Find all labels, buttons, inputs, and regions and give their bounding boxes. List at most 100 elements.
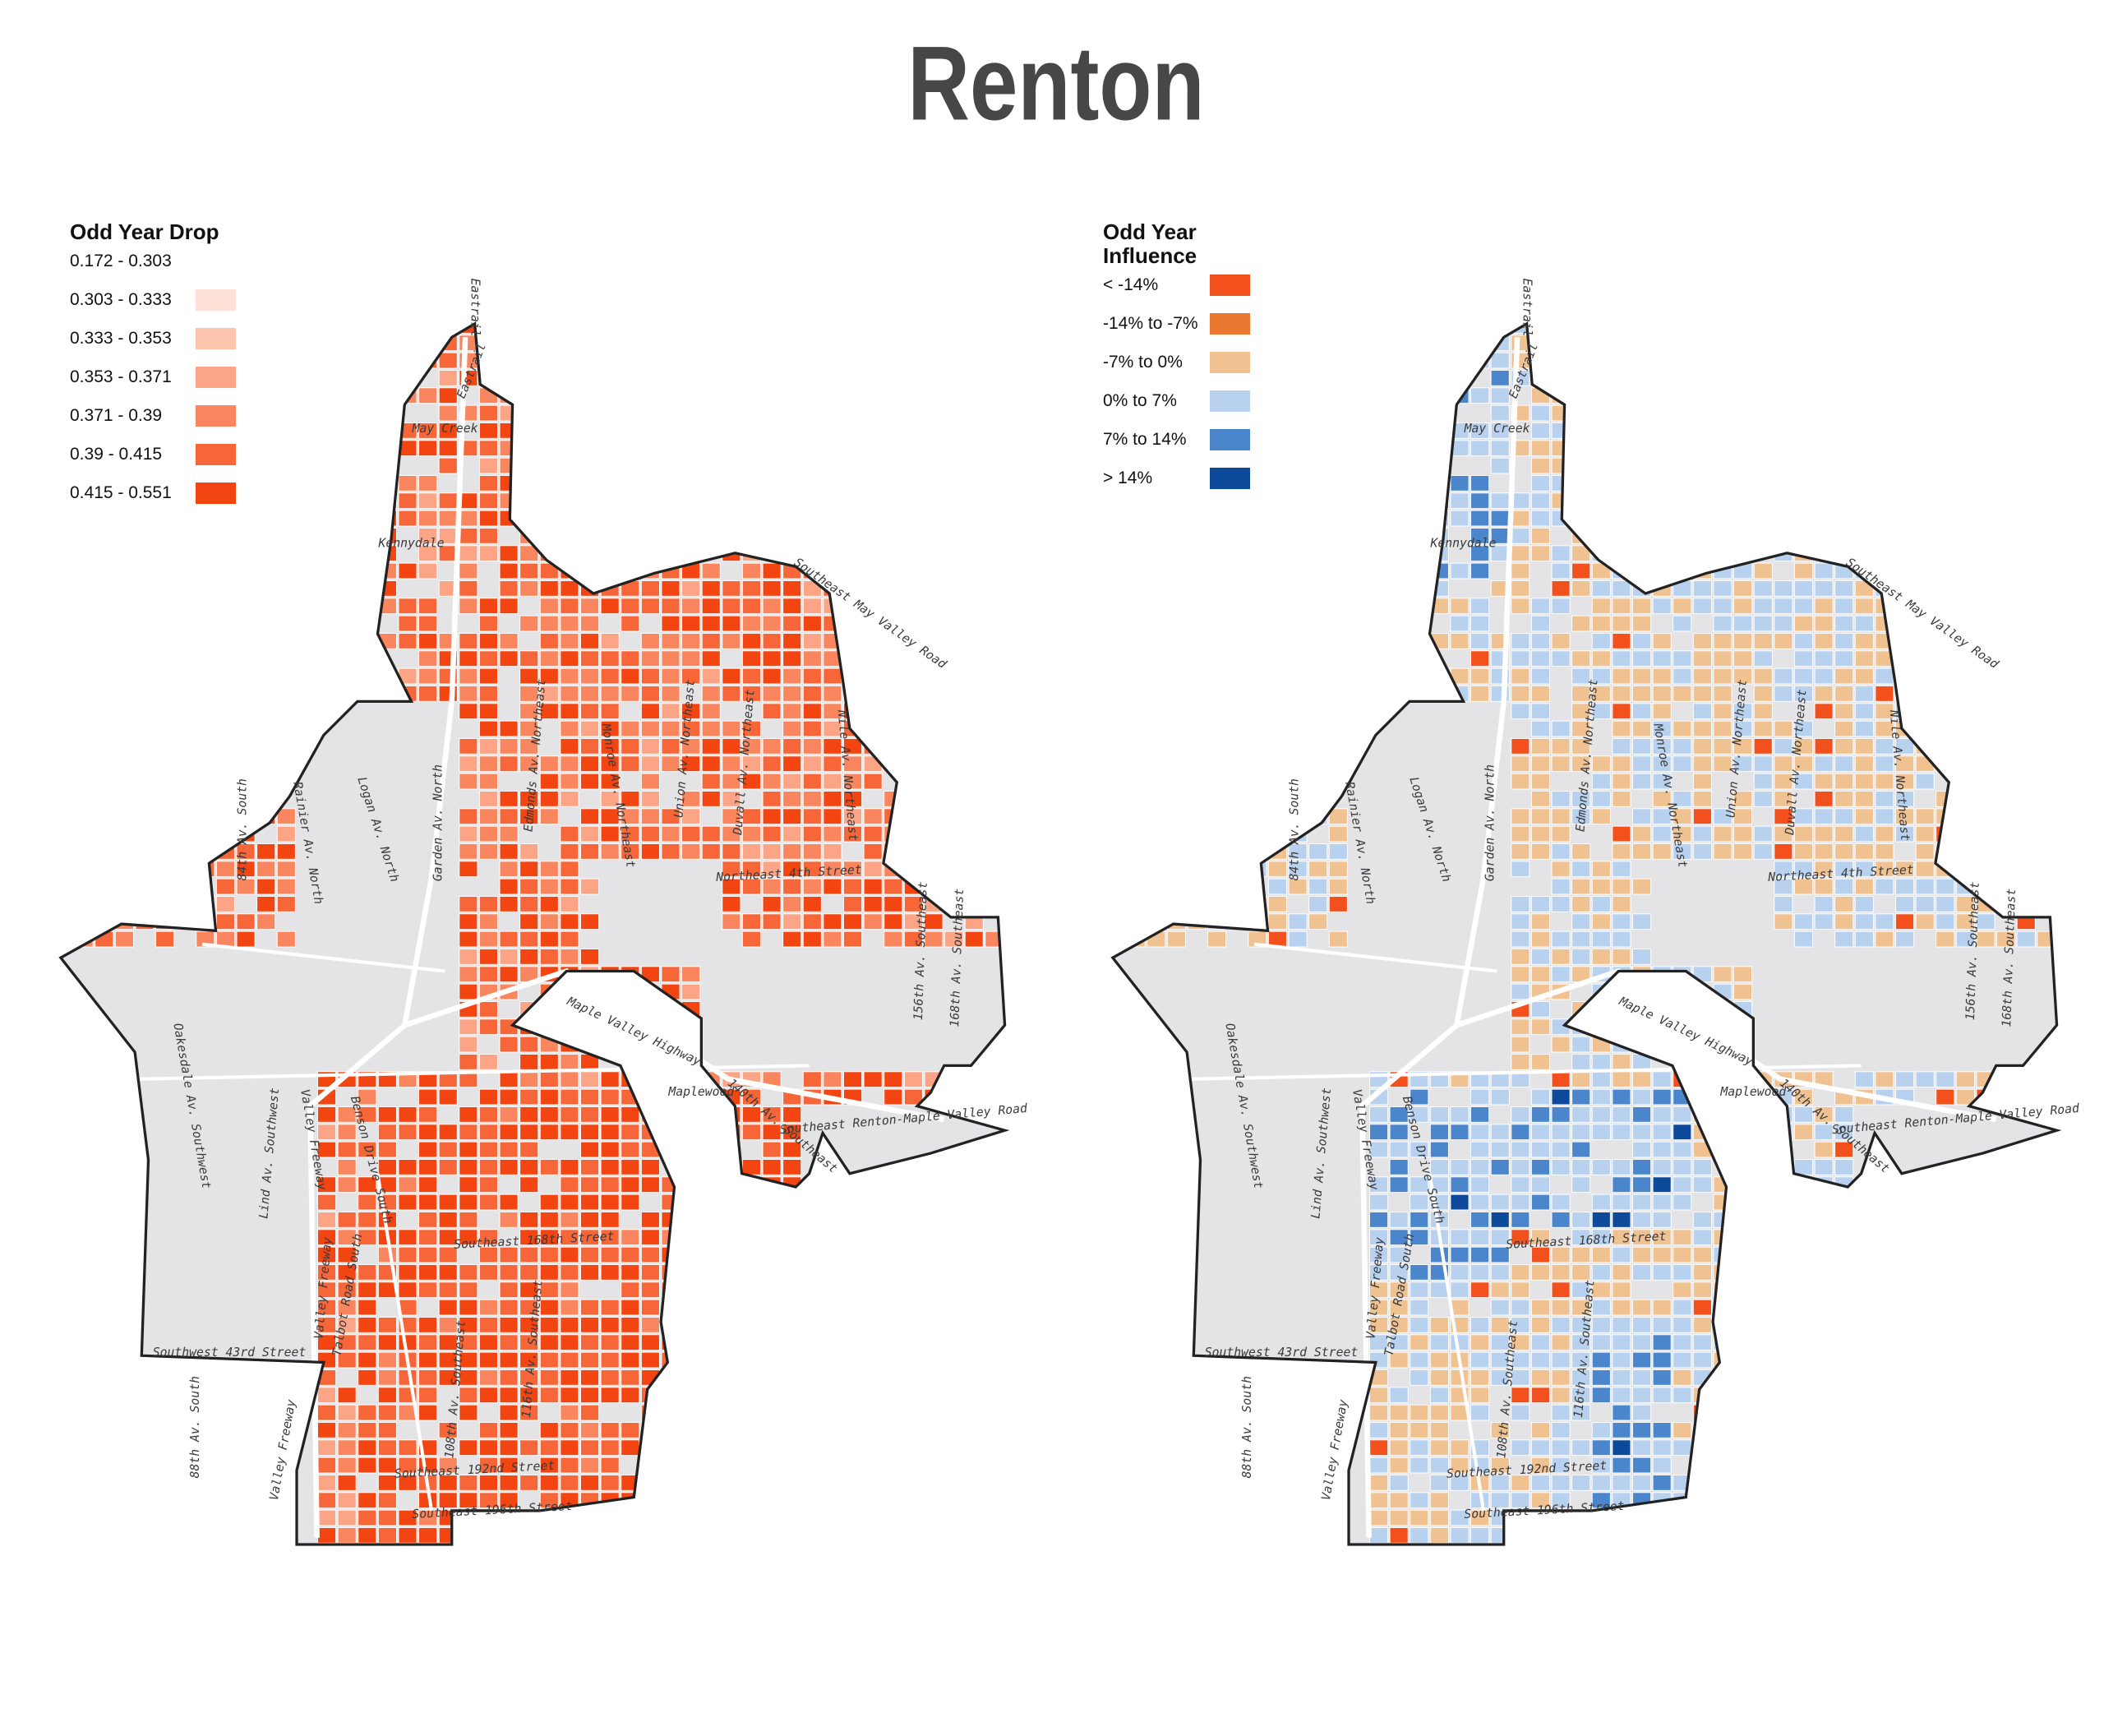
block [1936,913,1955,930]
block [782,667,802,685]
block [236,650,256,667]
block [1673,1158,1692,1175]
block [1571,1334,1591,1351]
block [1834,737,1854,755]
block [1389,1106,1409,1123]
legend-label: -7% to 0% [1103,353,1183,372]
block [1612,1299,1631,1316]
block [1511,1316,1530,1333]
block [1511,966,1530,983]
block [985,404,1004,422]
block [337,1299,357,1316]
block [1368,335,1389,352]
block [1368,579,1389,597]
block [398,369,418,386]
block [1551,1492,1571,1509]
block [661,387,681,404]
block [681,1526,701,1544]
block [276,703,296,720]
block [519,1071,539,1088]
block [2016,440,2036,457]
block [1530,930,1551,948]
block [74,685,94,702]
block [519,895,539,912]
block [1793,615,1814,632]
block [1692,387,1712,404]
block [1470,1509,1490,1526]
block [762,510,782,527]
block [1147,720,1166,737]
block [155,527,175,544]
block [722,1387,741,1404]
block [1187,615,1207,632]
block [478,1263,499,1281]
block [782,1457,802,1474]
block [944,457,964,474]
block [621,1369,640,1386]
block [1530,545,1551,562]
block [1613,1545,1631,1561]
block [579,703,600,720]
block [297,545,316,562]
block [1713,667,1733,685]
block [1936,930,1955,948]
block [1207,808,1227,825]
block [640,422,660,439]
block [701,1457,721,1474]
block [438,1299,458,1316]
block [1288,861,1308,878]
block [2057,335,2075,351]
block [640,404,660,422]
block [155,545,175,562]
block [1571,790,1591,807]
block [601,1545,619,1561]
block [842,474,863,492]
block [1875,404,1894,422]
block [95,598,114,615]
block [863,632,883,649]
block [762,440,782,457]
block [1368,598,1389,615]
block [903,335,923,352]
block [579,1457,600,1474]
block [478,422,499,439]
block [1267,335,1288,352]
block [1936,527,1955,544]
block [236,703,256,720]
block [1955,369,1975,386]
block [600,510,620,527]
block [1591,1299,1611,1316]
block [316,474,337,492]
block [1734,1545,1752,1561]
block [519,1106,539,1123]
block [1955,755,1975,773]
block [1936,703,1955,720]
legend-title: Odd Year Influence [1103,219,1197,268]
block [1591,1421,1611,1438]
block [1005,756,1023,772]
block [722,1263,741,1281]
block [823,510,842,527]
block [1854,510,1874,527]
block [884,562,903,579]
block [1774,1387,1793,1404]
block [297,650,316,667]
block [1187,632,1207,649]
block [316,1457,337,1474]
block [1814,1124,1834,1141]
block [1936,387,1955,404]
block [1652,1316,1672,1333]
block [418,1176,438,1194]
block [1793,685,1814,702]
block [742,1545,760,1561]
block [1834,1526,1854,1544]
block [1389,422,1409,439]
block [924,527,944,544]
block [964,703,984,720]
block [1490,457,1510,474]
block [459,1211,478,1228]
block [1389,1509,1409,1526]
block [621,808,640,825]
block [1248,457,1267,474]
block [802,369,822,386]
